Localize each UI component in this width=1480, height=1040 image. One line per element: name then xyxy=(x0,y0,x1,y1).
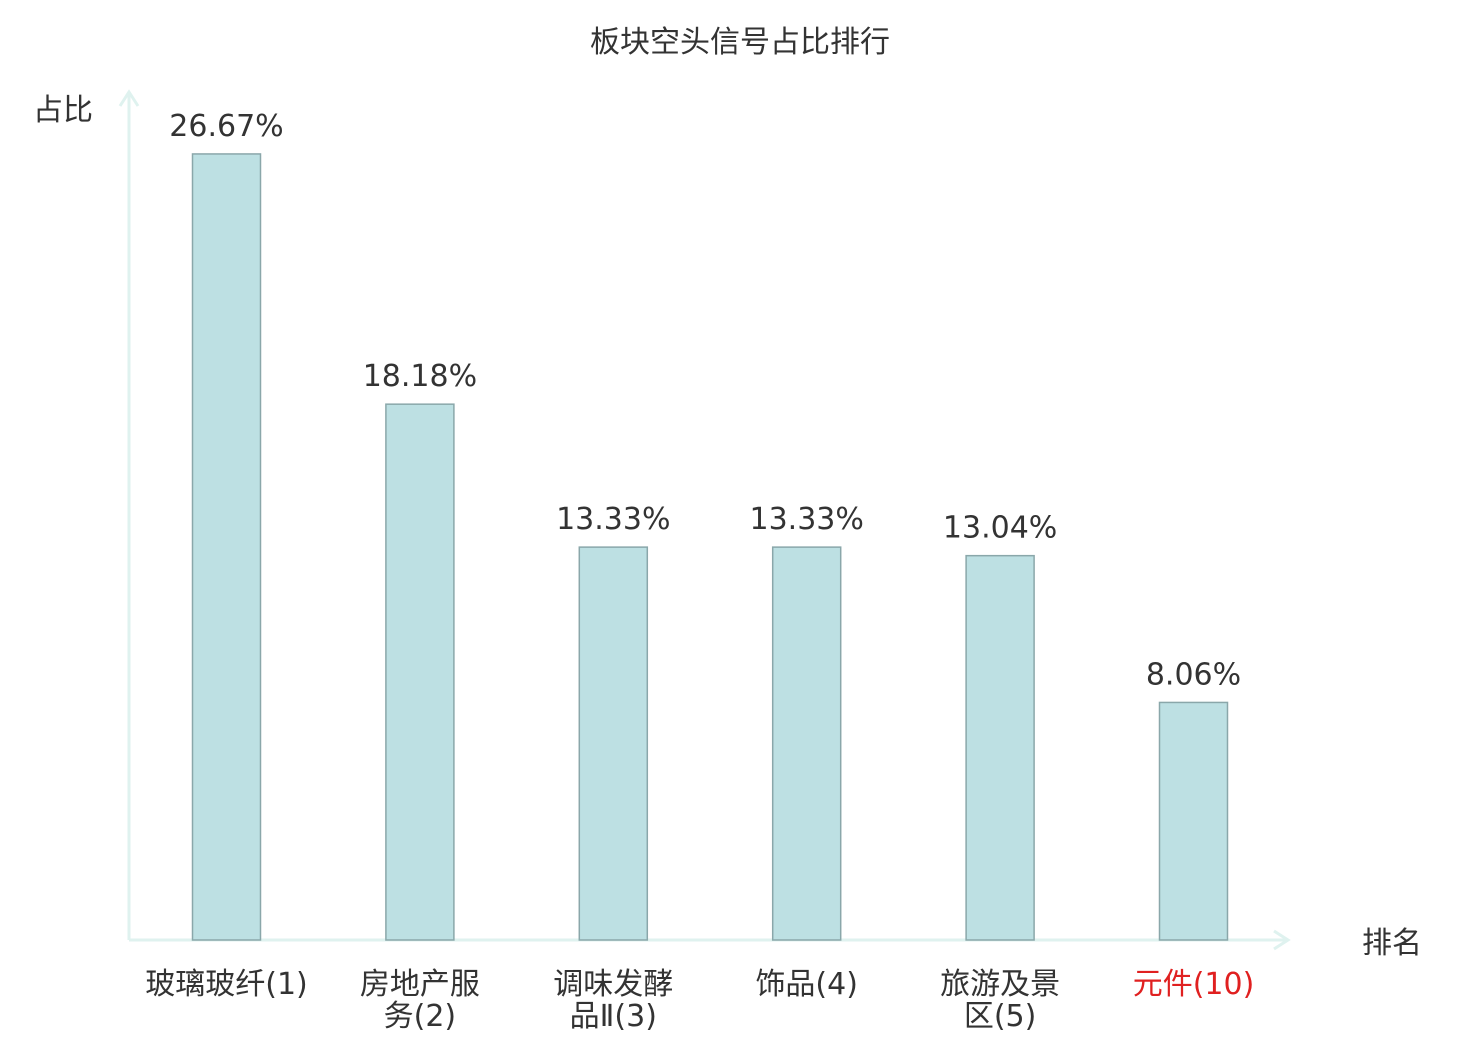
category-label-line: 品Ⅱ(3) xyxy=(570,999,657,1034)
category-label-line: 旅游及景 xyxy=(940,967,1060,1002)
value-label: 13.33% xyxy=(556,502,670,537)
y-axis-arrow xyxy=(118,89,140,107)
bars-group xyxy=(191,153,1229,941)
bar xyxy=(771,546,842,941)
bar xyxy=(1158,701,1229,941)
category-label: 房地产服务(2) xyxy=(360,967,480,1034)
category-label: 元件(10) xyxy=(1133,967,1255,1002)
category-label-line: 元件(10) xyxy=(1133,967,1255,1002)
value-label: 13.33% xyxy=(750,502,864,537)
category-label-line: 调味发酵 xyxy=(553,967,673,1002)
bar xyxy=(191,153,262,941)
category-label-line: 务(2) xyxy=(384,999,457,1034)
category-label-line: 玻璃玻纤(1) xyxy=(145,967,308,1002)
category-labels-group: 玻璃玻纤(1) 房地产服务(2) 调味发酵品Ⅱ(3) 饰品(4) 旅游及景区(5) 元件(… xyxy=(145,967,1254,1034)
bar xyxy=(385,403,455,941)
axes xyxy=(118,89,1291,951)
category-label: 饰品(4) xyxy=(755,967,858,1002)
value-labels-group: 26.67% 18.18% 13.33% 13.33% 13.04% 8.06% xyxy=(169,109,1241,693)
bar xyxy=(965,554,1035,941)
category-label-line: 房地产服 xyxy=(360,967,480,1002)
bar xyxy=(578,546,649,941)
category-label: 旅游及景区(5) xyxy=(940,967,1060,1034)
x-axis-label: 排名 xyxy=(1362,926,1422,961)
chart-title: 板块空头信号占比排行 xyxy=(590,25,890,60)
value-label: 26.67% xyxy=(169,109,283,144)
value-label: 18.18% xyxy=(363,359,477,394)
category-label: 玻璃玻纤(1) xyxy=(145,967,308,1002)
y-axis-label: 占比 xyxy=(33,93,93,128)
value-label: 8.06% xyxy=(1146,657,1241,692)
category-label: 调味发酵品Ⅱ(3) xyxy=(553,967,673,1034)
category-label-line: 区(5) xyxy=(964,999,1037,1034)
value-label: 13.04% xyxy=(943,511,1057,546)
category-label-line: 饰品(4) xyxy=(755,967,858,1002)
x-axis-arrow xyxy=(1273,929,1291,951)
